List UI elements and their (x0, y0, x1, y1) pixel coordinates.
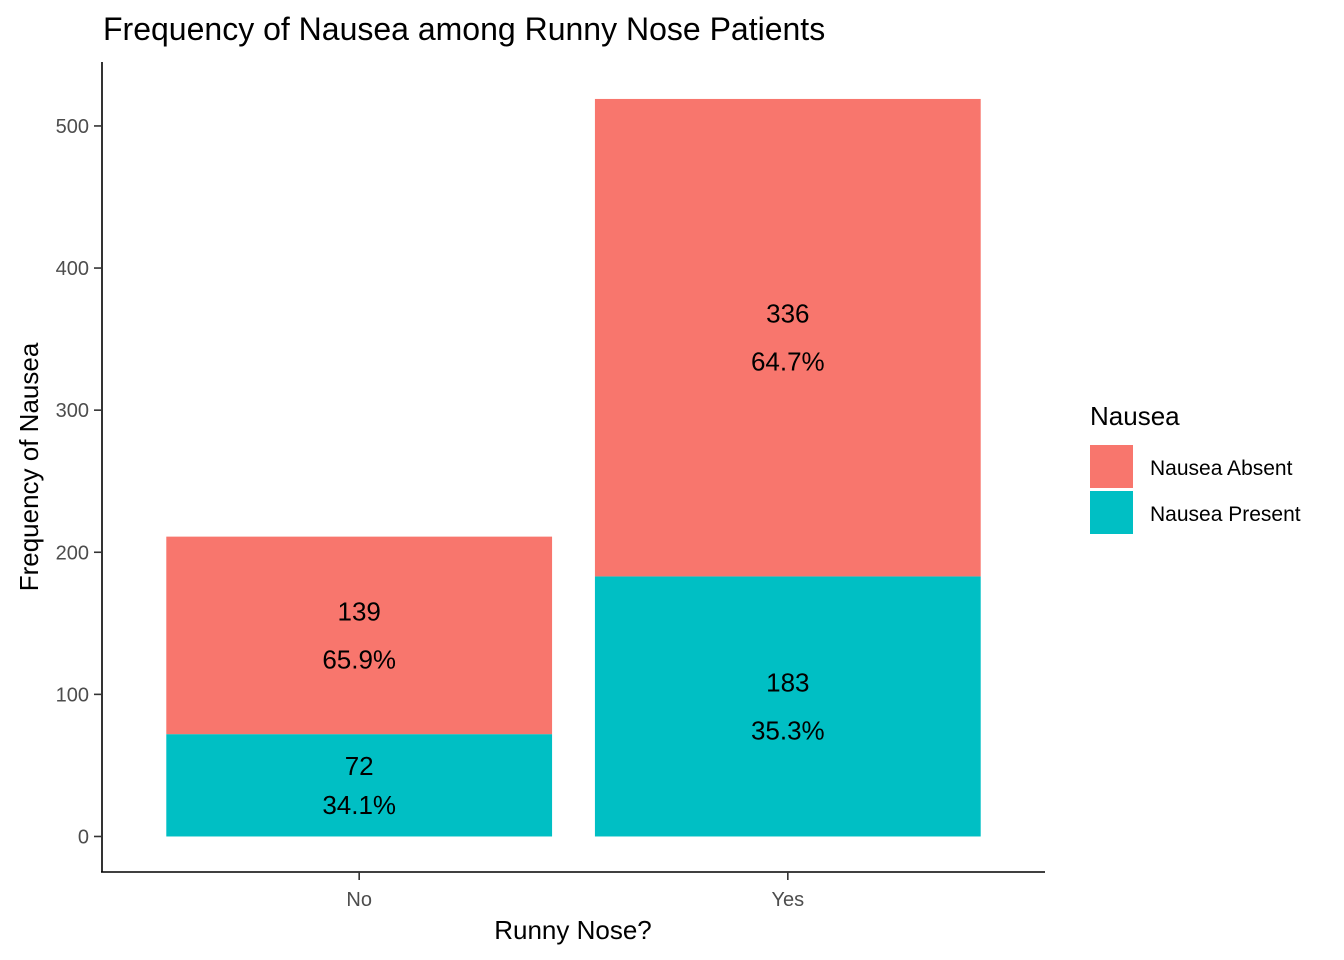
bars-layer (166, 98, 981, 837)
legend-title: Nausea (1090, 401, 1180, 431)
bar-value-label: 139 (337, 596, 380, 626)
x-axis-ticks: No Yes (346, 872, 804, 911)
bar-percent-label: 64.7% (751, 347, 825, 377)
legend-items: Nausea Absent Nausea Present (1090, 445, 1301, 534)
legend-label: Nausea Absent (1150, 457, 1293, 480)
y-axis-ticks: 0 100 200 300 400 500 (56, 116, 102, 848)
legend-label: Nausea Present (1150, 503, 1301, 526)
bar-value-label: 183 (766, 667, 809, 697)
y-tick-label: 500 (56, 116, 89, 138)
y-tick-label: 0 (78, 826, 89, 848)
bar-no-nausea-present (166, 734, 553, 837)
bar-labels-layer: 72 34.1% 139 65.9% 183 35.3% 336 64.7% (322, 299, 824, 820)
bar-no-nausea-absent (166, 536, 553, 735)
y-tick-label: 400 (56, 258, 89, 280)
bar-percent-label: 35.3% (751, 715, 825, 745)
legend-swatch (1090, 491, 1133, 534)
chart-title: Frequency of Nausea among Runny Nose Pat… (103, 11, 825, 47)
bar-value-label: 72 (345, 751, 374, 781)
legend: Nausea Nausea Absent Nausea Present (1090, 401, 1301, 534)
x-tick-label: Yes (771, 889, 804, 911)
legend-swatch (1090, 445, 1133, 488)
x-axis-title: Runny Nose? (494, 915, 652, 945)
bar-value-label: 336 (766, 299, 809, 329)
bar-yes-nausea-present (594, 576, 981, 837)
y-tick-label: 200 (56, 542, 89, 564)
x-tick-label: No (346, 889, 372, 911)
y-tick-label: 300 (56, 400, 89, 422)
bar-yes-nausea-absent (594, 98, 981, 577)
y-axis-title: Frequency of Nausea (14, 342, 44, 591)
bar-percent-label: 65.9% (322, 644, 396, 674)
bar-percent-label: 34.1% (322, 790, 396, 820)
y-tick-label: 100 (56, 684, 89, 706)
